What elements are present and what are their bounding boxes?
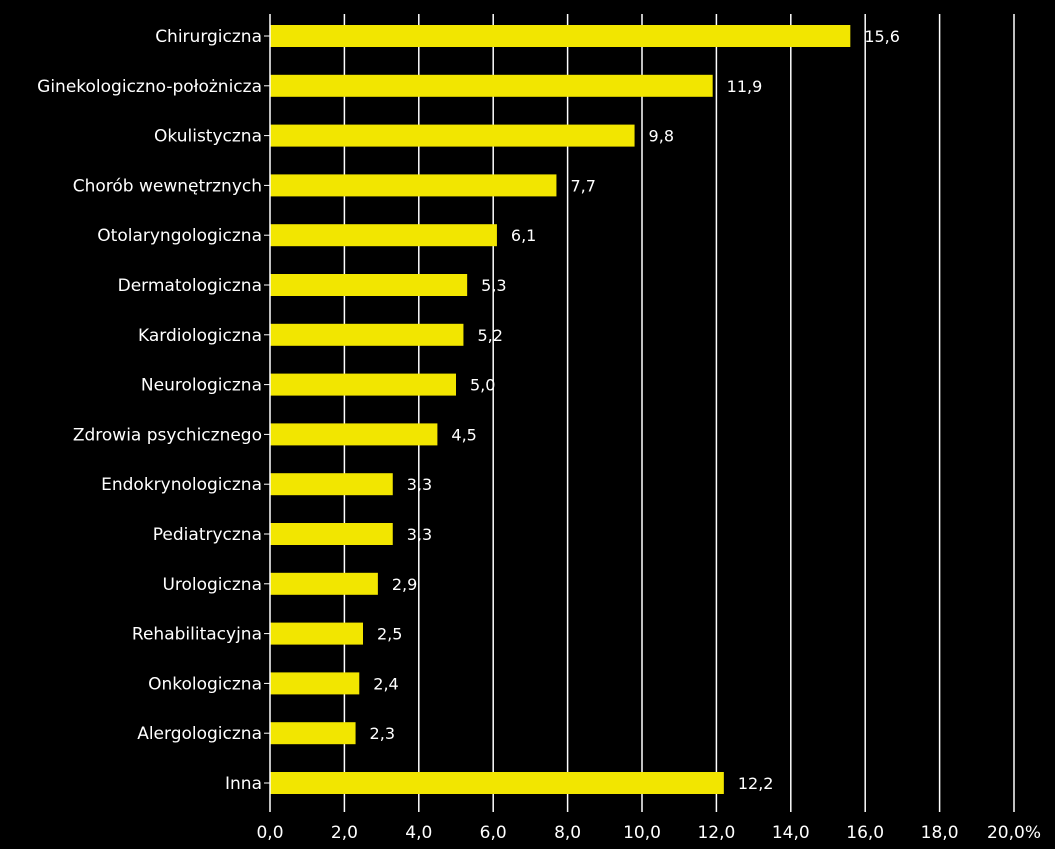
bar [270,672,360,695]
x-tick-label: 16,0 [846,823,884,843]
data-label: 7,7 [570,176,595,195]
category-label: Chirurgiczna [155,27,262,47]
bar [270,572,378,595]
data-label: 5,3 [481,276,506,295]
bar [270,124,635,147]
data-label: 2,9 [392,575,417,594]
category-label: Ginekologiczno-położnicza [37,77,262,97]
x-tick-label: 4,0 [405,823,432,843]
category-label: Endokrynologiczna [101,475,262,495]
category-label: Zdrowia psychicznego [73,425,262,445]
data-label: 15,6 [864,27,900,46]
data-label: 5,0 [470,376,495,395]
category-label: Rehabilitacyjna [132,625,262,645]
x-tick-label: 2,0 [331,823,358,843]
category-label: Pediatryczna [153,525,262,545]
category-label: Neurologiczna [141,376,262,396]
category-label: Onkologiczna [148,674,262,694]
x-tick-label: 10,0 [623,823,661,843]
data-label: 2,5 [377,625,402,644]
bar [270,323,464,346]
bar [270,423,438,446]
bar [270,174,557,197]
category-label: Alergologiczna [137,724,262,744]
data-label: 3,3 [407,475,432,494]
category-label: Inna [225,774,262,794]
x-tick-label: 14,0 [772,823,810,843]
bar [270,772,724,794]
bar [270,373,456,396]
data-label: 4,5 [451,425,476,444]
data-label: 6,1 [511,226,536,245]
bars [270,25,851,794]
x-tick-label: 18,0 [921,823,959,843]
data-label: 2,3 [370,724,395,743]
x-tick-label: 20,0% [987,823,1041,843]
category-label: Okulistyczna [154,127,262,147]
bar [270,224,497,247]
x-tick-label: 0,0 [256,823,283,843]
bar [270,622,363,645]
gridlines [343,14,1015,812]
category-labels: Chirurgiczna Ginekologiczno-położnicza Oku… [37,27,262,794]
x-axis-tick-labels: 0,0 2,0 4,0 6,0 8,0 10,0 12,0 14,0 16,0 18,0 20,0% [256,823,1041,843]
category-label: Chorób wewnętrznych [73,176,262,196]
data-label: 5,2 [477,326,502,345]
category-label: Dermatologiczna [118,276,262,296]
bar [270,74,713,97]
x-tick-label: 12,0 [697,823,735,843]
data-label: 3,3 [407,525,432,544]
bar [270,473,393,496]
category-label: Urologiczna [162,575,262,595]
x-tick-label: 6,0 [480,823,507,843]
category-label: Kardiologiczna [138,326,262,346]
data-label: 9,8 [649,127,674,146]
bar [270,523,393,545]
category-label: Otolaryngologiczna [97,226,262,246]
x-tick-label: 8,0 [554,823,581,843]
data-label: 2,4 [373,674,398,693]
bar [270,25,851,47]
data-label: 12,2 [738,774,774,793]
data-labels: 15,6 11,9 9,8 7,7 6,1 5,3 5,2 5,0 4,5 3,3 3,3 2,9 2,… [370,27,900,793]
data-label: 11,9 [727,77,763,96]
bar [270,274,468,296]
y-axis [264,14,271,812]
bar [270,722,356,745]
